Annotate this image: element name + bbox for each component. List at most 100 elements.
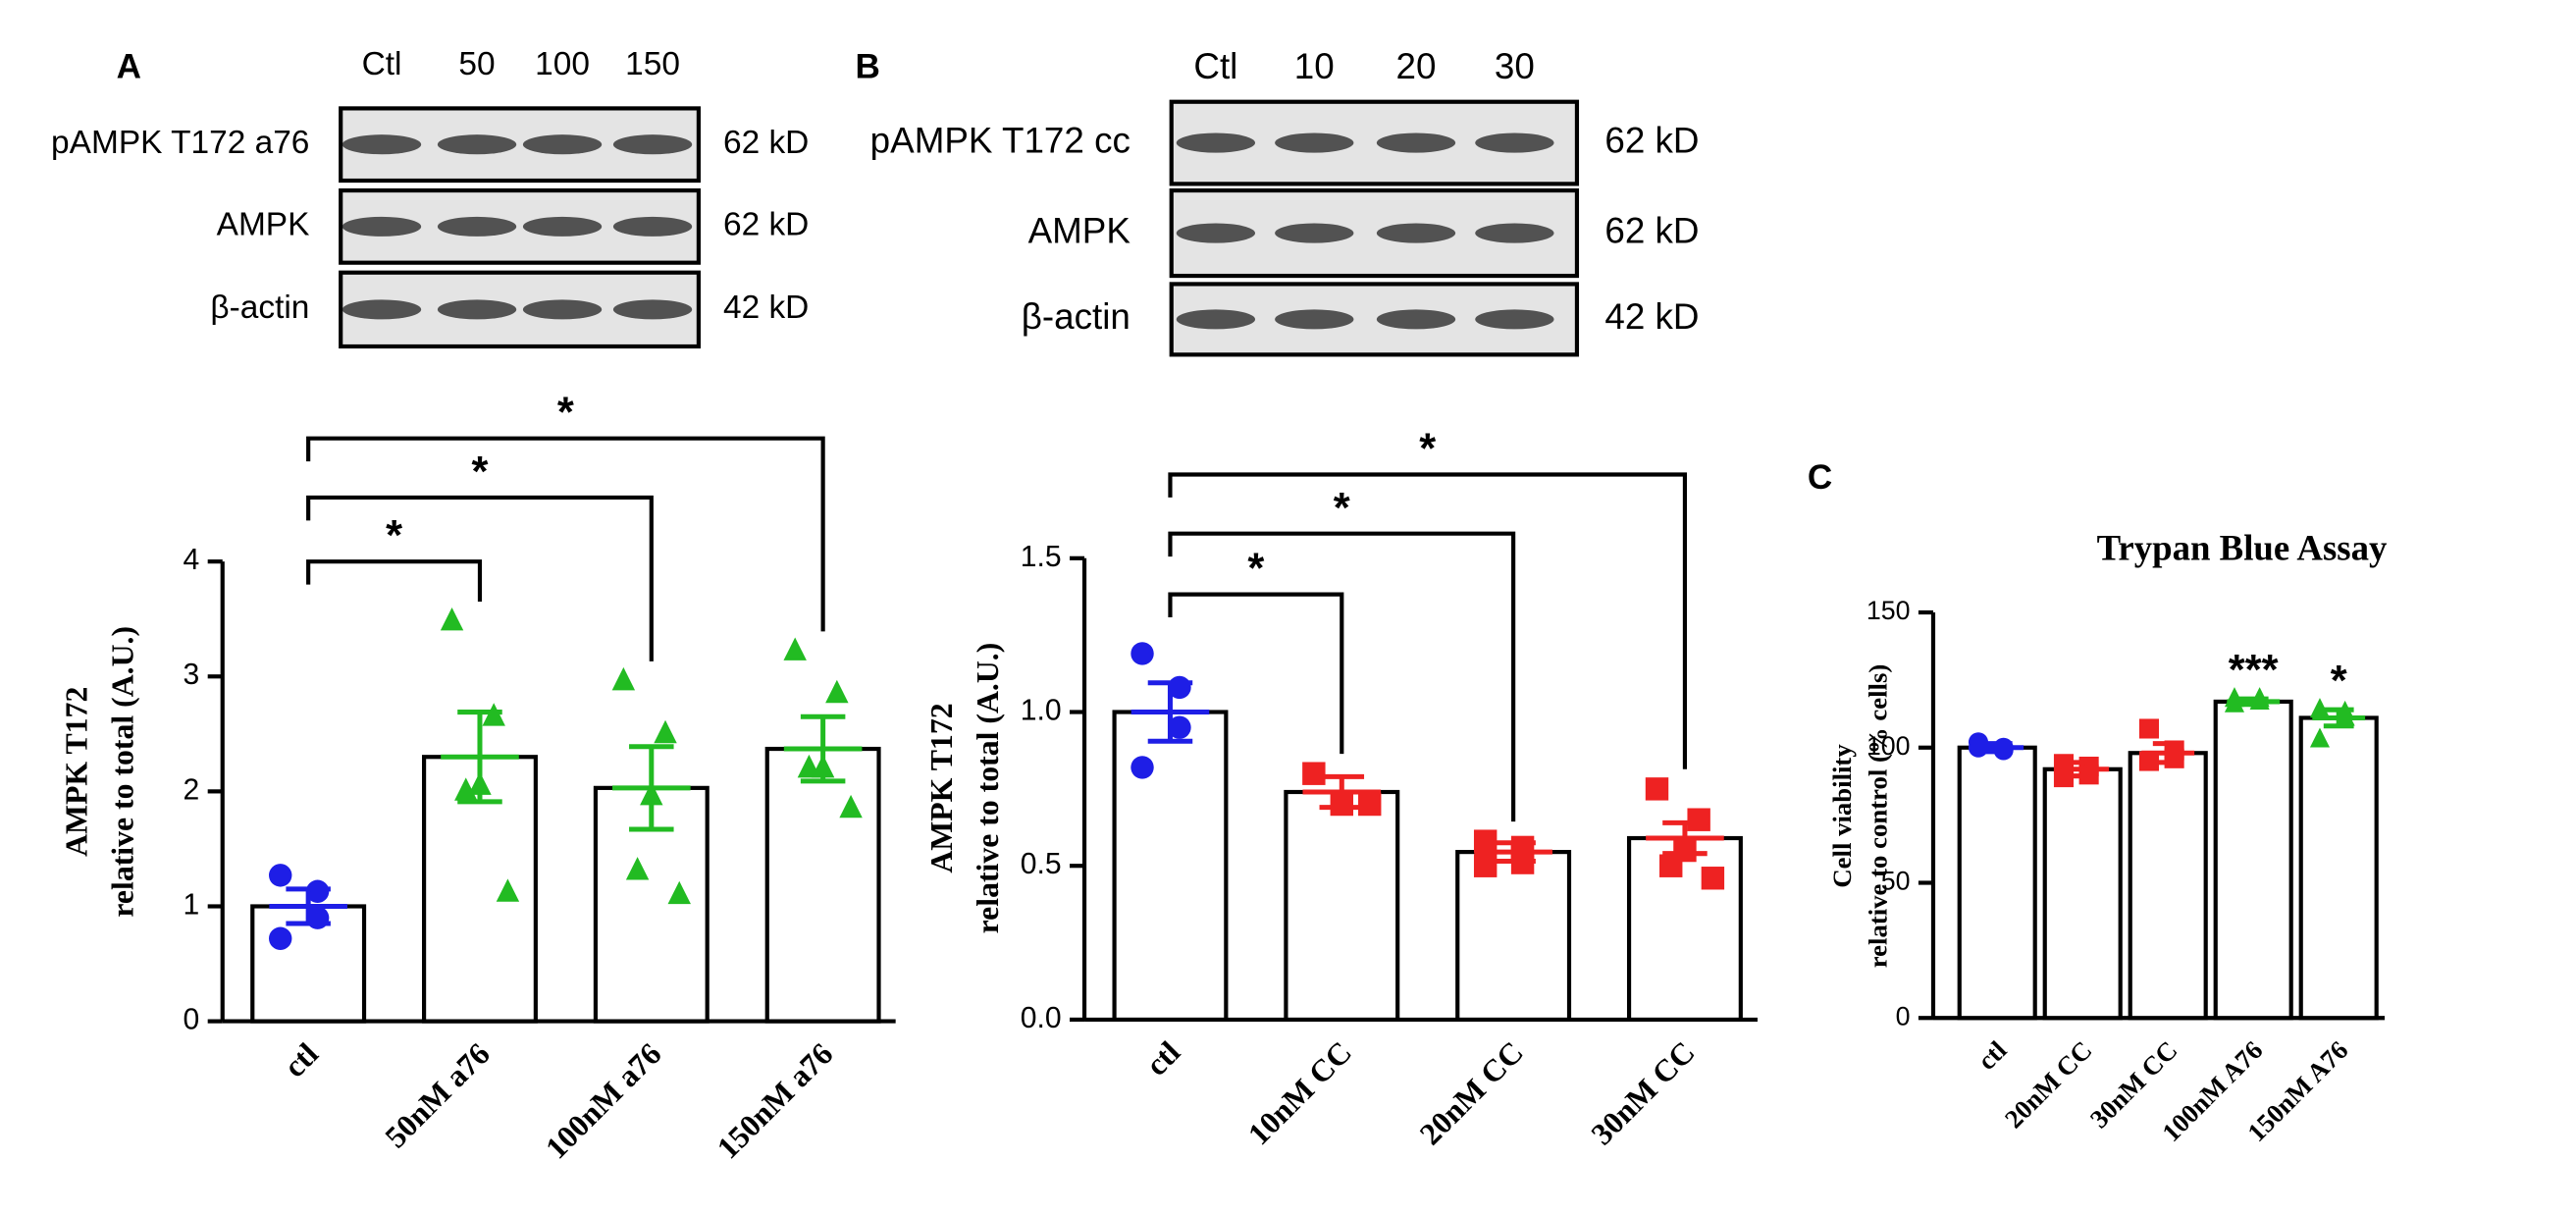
- data-point: [1645, 777, 1669, 801]
- blot-band: [1475, 132, 1554, 153]
- lane-label: Ctl: [1193, 46, 1237, 86]
- y-axis-label: relative to total (A.U.): [971, 643, 1005, 934]
- data-point: [783, 637, 807, 660]
- data-point: [454, 777, 478, 801]
- blot-row-label: β-actin: [1022, 296, 1130, 337]
- x-tick-label: ctl: [1139, 1034, 1187, 1083]
- blot-band: [1275, 223, 1354, 243]
- y-tick-label: 4: [184, 544, 200, 576]
- y-axis-label: AMPK T172: [59, 687, 93, 857]
- y-tick-label: 100: [1866, 731, 1911, 761]
- significance-label: *: [2331, 658, 2347, 705]
- bar: [1626, 835, 1743, 1023]
- y-tick-label: 0: [184, 1004, 200, 1036]
- data-point: [496, 878, 520, 902]
- blot-size-label: 62 kD: [723, 207, 809, 243]
- data-point: [1659, 854, 1683, 877]
- blot-band: [522, 299, 603, 320]
- y-axis-label: relative to total (A.U.): [105, 626, 139, 918]
- significance-bracket: [306, 559, 483, 602]
- blot-band: [1475, 309, 1554, 330]
- panel-label: B: [856, 48, 880, 86]
- bar: [2298, 715, 2379, 1021]
- significance-bracket: [1168, 531, 1516, 822]
- x-tick-label: 150nM a76: [710, 1036, 839, 1165]
- data-point: [1130, 642, 1154, 665]
- data-point: [269, 926, 292, 950]
- y-tick-label: 1: [184, 888, 200, 921]
- data-point: [1473, 829, 1498, 853]
- bar: [250, 904, 367, 1024]
- lane-label: 30: [1495, 46, 1535, 86]
- blot-size-label: 42 kD: [1604, 296, 1699, 337]
- blot-band: [1176, 132, 1256, 153]
- lane-label: 10: [1294, 46, 1335, 86]
- significance-bracket: [1168, 472, 1688, 769]
- blot-band: [437, 299, 517, 320]
- data-point: [1168, 715, 1191, 739]
- bar: [2128, 751, 2208, 1021]
- bar: [2213, 699, 2293, 1021]
- blot-band: [522, 216, 603, 237]
- data-point: [797, 754, 821, 778]
- data-point: [839, 794, 863, 819]
- blot-band: [342, 299, 422, 320]
- bar: [764, 746, 881, 1024]
- blot-band: [612, 299, 693, 320]
- blot-band: [522, 134, 603, 155]
- blot-band: [437, 134, 517, 155]
- blot-band: [1376, 132, 1456, 153]
- y-tick-label: 1.5: [1021, 541, 1062, 573]
- bar: [1957, 745, 2037, 1021]
- data-point: [1358, 792, 1382, 817]
- chart-title: Trypan Blue Assay: [2097, 528, 2388, 568]
- data-point: [611, 666, 636, 691]
- significance-label: *: [386, 512, 402, 559]
- blot-row-label: β-actin: [210, 290, 309, 326]
- blot-band: [1176, 309, 1256, 330]
- lane-label: 100: [535, 46, 590, 82]
- blot-size-label: 62 kD: [1604, 210, 1699, 250]
- data-point: [2138, 751, 2160, 771]
- significance-label: ***: [2229, 647, 2279, 694]
- significance-label: *: [557, 390, 574, 437]
- blot-band: [612, 216, 693, 237]
- blot-band: [342, 134, 422, 155]
- lane-label: 50: [458, 46, 495, 82]
- x-tick-label: 20nM CC: [1413, 1034, 1530, 1151]
- blot-band: [1176, 223, 1256, 243]
- blot-size-label: 62 kD: [1604, 120, 1699, 160]
- significance-label: *: [1419, 426, 1436, 473]
- x-tick-label: ctl: [1971, 1035, 2012, 1076]
- data-point: [1473, 854, 1498, 877]
- bar: [1112, 710, 1229, 1023]
- lane-label: Ctl: [362, 46, 402, 82]
- panel-label: C: [1808, 458, 1832, 497]
- significance-label: *: [472, 449, 489, 496]
- significance-bracket: [306, 495, 654, 661]
- x-tick-label: 100nM a76: [539, 1036, 667, 1165]
- lane-label: 20: [1396, 46, 1437, 86]
- significance-label: *: [1334, 485, 1350, 532]
- bar: [1284, 789, 1400, 1023]
- significance-bracket: [1168, 592, 1344, 755]
- data-point: [667, 880, 691, 905]
- y-tick-label: 1.0: [1021, 694, 1062, 726]
- blot-row-label: AMPK: [217, 207, 310, 243]
- y-tick-label: 0: [1896, 1001, 1911, 1030]
- y-tick-label: 150: [1866, 596, 1911, 625]
- x-tick-label: 10nM CC: [1241, 1034, 1358, 1151]
- blot-band: [1376, 223, 1456, 243]
- blot-row-label: AMPK: [1028, 210, 1131, 250]
- y-tick-label: 3: [184, 659, 200, 691]
- y-axis-label: AMPK T172: [924, 703, 959, 872]
- blot-band: [342, 216, 422, 237]
- data-point: [1687, 808, 1710, 831]
- data-point: [654, 719, 677, 744]
- y-tick-label: 0.5: [1021, 848, 1062, 880]
- significance-label: *: [1247, 546, 1264, 593]
- blot-band: [1275, 309, 1354, 330]
- blot-row-label: pAMPK T172 cc: [870, 120, 1130, 160]
